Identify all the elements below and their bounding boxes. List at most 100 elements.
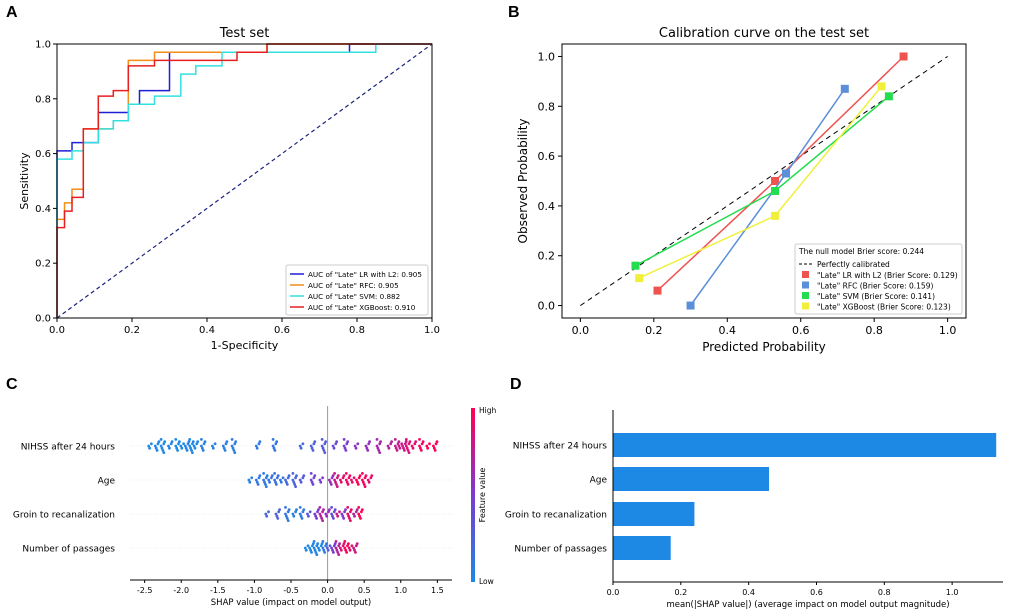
shap-dot (352, 512, 355, 516)
shap-dot (425, 444, 429, 448)
shap-dot (264, 485, 268, 488)
shap-dot (315, 544, 319, 548)
shap-dot (316, 542, 320, 545)
shap-dot (168, 446, 171, 450)
shap-dot (361, 478, 364, 482)
shap-dot (339, 478, 342, 482)
shap-dot (291, 472, 295, 475)
shap-dot (303, 546, 307, 550)
shap-dot (160, 446, 164, 450)
shap-dot (301, 476, 305, 480)
shap-dot (328, 508, 331, 511)
shap-dot (153, 444, 157, 448)
x-tick-label: 0.6 (792, 324, 810, 337)
shap-dot (341, 514, 345, 518)
shap-dot (362, 483, 366, 486)
shap-dot (250, 476, 254, 480)
shap-dot (331, 548, 334, 552)
calibration-point (899, 52, 908, 61)
shap-dot (264, 476, 268, 480)
x-tick-label: 0.8 (878, 588, 891, 597)
shap-dot (333, 542, 337, 545)
shap-dot (254, 444, 258, 448)
shap-dot (342, 474, 346, 477)
shap-dot (341, 544, 345, 548)
x-tick-label: 0.6 (810, 588, 823, 597)
shap-dot (363, 485, 367, 488)
shap-dot (321, 519, 324, 522)
shap-dot (395, 449, 399, 452)
shap-dot (349, 510, 352, 514)
shap-dot (394, 446, 398, 450)
shap-dot (335, 512, 339, 516)
shap-dot (369, 476, 373, 480)
shap-dot (291, 478, 295, 482)
x-tick-label: 1.5 (431, 586, 444, 595)
shap-dot (311, 449, 315, 452)
shap-dot (187, 440, 191, 443)
shap-dot (330, 512, 333, 516)
shap-dot (397, 440, 401, 443)
shap-dot (306, 512, 309, 516)
shap-dot (332, 551, 335, 554)
shap-dot (350, 544, 354, 548)
shap-dot (347, 514, 350, 518)
shap-dot (273, 478, 276, 482)
shap-dot (221, 444, 225, 448)
shap-dot (324, 544, 327, 548)
shap-dot (361, 480, 365, 484)
shap-dot (301, 442, 305, 446)
shap-dot (347, 476, 351, 480)
shap-dot (230, 438, 234, 441)
shap-dot (331, 474, 335, 477)
shap-dot (225, 440, 229, 443)
shap-dot (279, 478, 282, 482)
shap-dot (309, 444, 313, 448)
shap-dot (313, 440, 317, 443)
shap-dot (329, 483, 333, 486)
shap-dot (364, 444, 368, 448)
shap-dot (276, 474, 280, 477)
shap-dot (184, 446, 188, 450)
shap-dot (346, 544, 349, 548)
shap-dot (357, 512, 361, 516)
shap-dot (403, 442, 407, 446)
shap-dot (162, 442, 166, 446)
shap-dot (292, 514, 296, 518)
shap-dot (147, 444, 151, 448)
shap-dot (342, 438, 346, 441)
shap-dot (156, 442, 160, 446)
panel-letter-b: B (508, 4, 520, 21)
shap-dot (435, 440, 439, 443)
legend-label-2: AUC of "Late" SVM: 0.882 (308, 292, 400, 301)
x-tick-label: -2.0 (173, 586, 189, 595)
shap-dot (401, 444, 404, 448)
shap-dot (169, 442, 173, 446)
shap-dot (256, 483, 260, 486)
shap-dot (275, 514, 279, 518)
shap-dot (344, 508, 347, 511)
shap-dot (319, 544, 323, 548)
shap-dot (321, 540, 325, 543)
shap-dot (319, 480, 323, 484)
colorbar-low-label: Low (479, 577, 494, 586)
shap-dot (323, 442, 327, 446)
shap-dot (346, 506, 350, 509)
shap-dot (180, 446, 184, 450)
shap-dot (331, 514, 334, 518)
shap-dot (402, 446, 405, 450)
panel-letter-a: A (6, 4, 18, 21)
shap-dot (148, 446, 152, 450)
y-tick-label: 1.0 (35, 40, 51, 51)
shap-dot (162, 451, 166, 454)
shap-dot (407, 442, 411, 446)
x-tick-label: -2.5 (137, 586, 153, 595)
shap-dot (360, 508, 364, 511)
shap-dot (378, 451, 382, 454)
shap-dot (356, 480, 359, 484)
shap-dot (223, 449, 227, 452)
shap-dot (292, 480, 296, 484)
shap-dot (318, 478, 322, 482)
shap-dot (295, 508, 298, 511)
x-tick-label: 0.2 (645, 324, 663, 337)
